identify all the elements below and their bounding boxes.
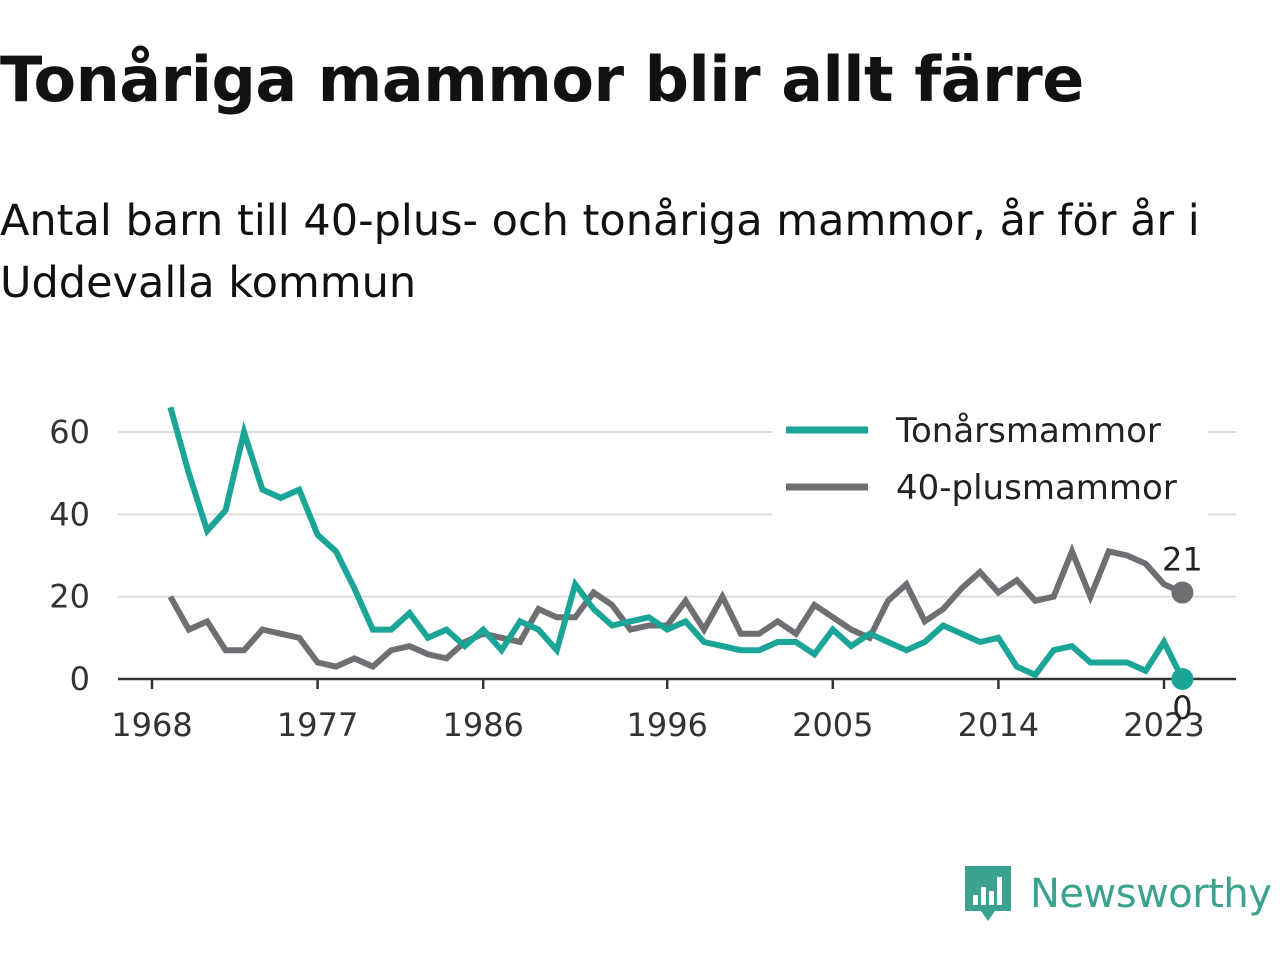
x-tick-label: 2023: [1123, 706, 1204, 744]
x-tick-label: 2005: [792, 706, 873, 744]
end-label-tonarsmammor: 0: [1172, 689, 1192, 727]
chart-title: Tonåriga mammor blir allt färre: [0, 43, 1084, 116]
x-tick-label: 1968: [111, 706, 192, 744]
axis-layer: 0 20 40 60 1968 1977 1986 1996 2005 2014 2023: [49, 413, 1236, 744]
newsworthy-logo-icon: [965, 866, 1011, 921]
series-line-40-plusmammor: [167, 543, 1184, 671]
y-tick-label: 60: [49, 413, 90, 451]
x-tick-label: 2014: [958, 706, 1039, 744]
end-point-40-plusmammor: [1171, 581, 1194, 604]
y-tick-label: 40: [49, 495, 90, 533]
legend-label-tonarsmammor: Tonårsmammor: [895, 411, 1161, 451]
y-tick-label: 0: [70, 660, 90, 698]
end-point-tonarsmammor: [1171, 668, 1194, 690]
legend-label-40-plusmammor: 40-plusmammor: [896, 468, 1177, 508]
legend: Tonårsmammor 40-plusmammor: [772, 404, 1208, 516]
legend-background: [772, 404, 1208, 516]
series-layer: [167, 406, 1186, 681]
series-line-tonarsmammor: [167, 406, 1186, 681]
end-label-40-plusmammor: 21: [1162, 541, 1203, 579]
x-tick-label: 1986: [442, 706, 523, 744]
x-tick-label: 1996: [626, 706, 707, 744]
y-tick-label: 20: [49, 578, 90, 616]
brand-logo: Newsworthy: [962, 862, 1272, 926]
chart-subtitle: Antal barn till 40-plus- och tonåriga ma…: [0, 196, 1200, 308]
brand-name: Newsworthy: [1030, 871, 1272, 917]
x-tick-label: 1977: [277, 706, 358, 744]
end-label-layer: 21 0: [1162, 541, 1203, 727]
